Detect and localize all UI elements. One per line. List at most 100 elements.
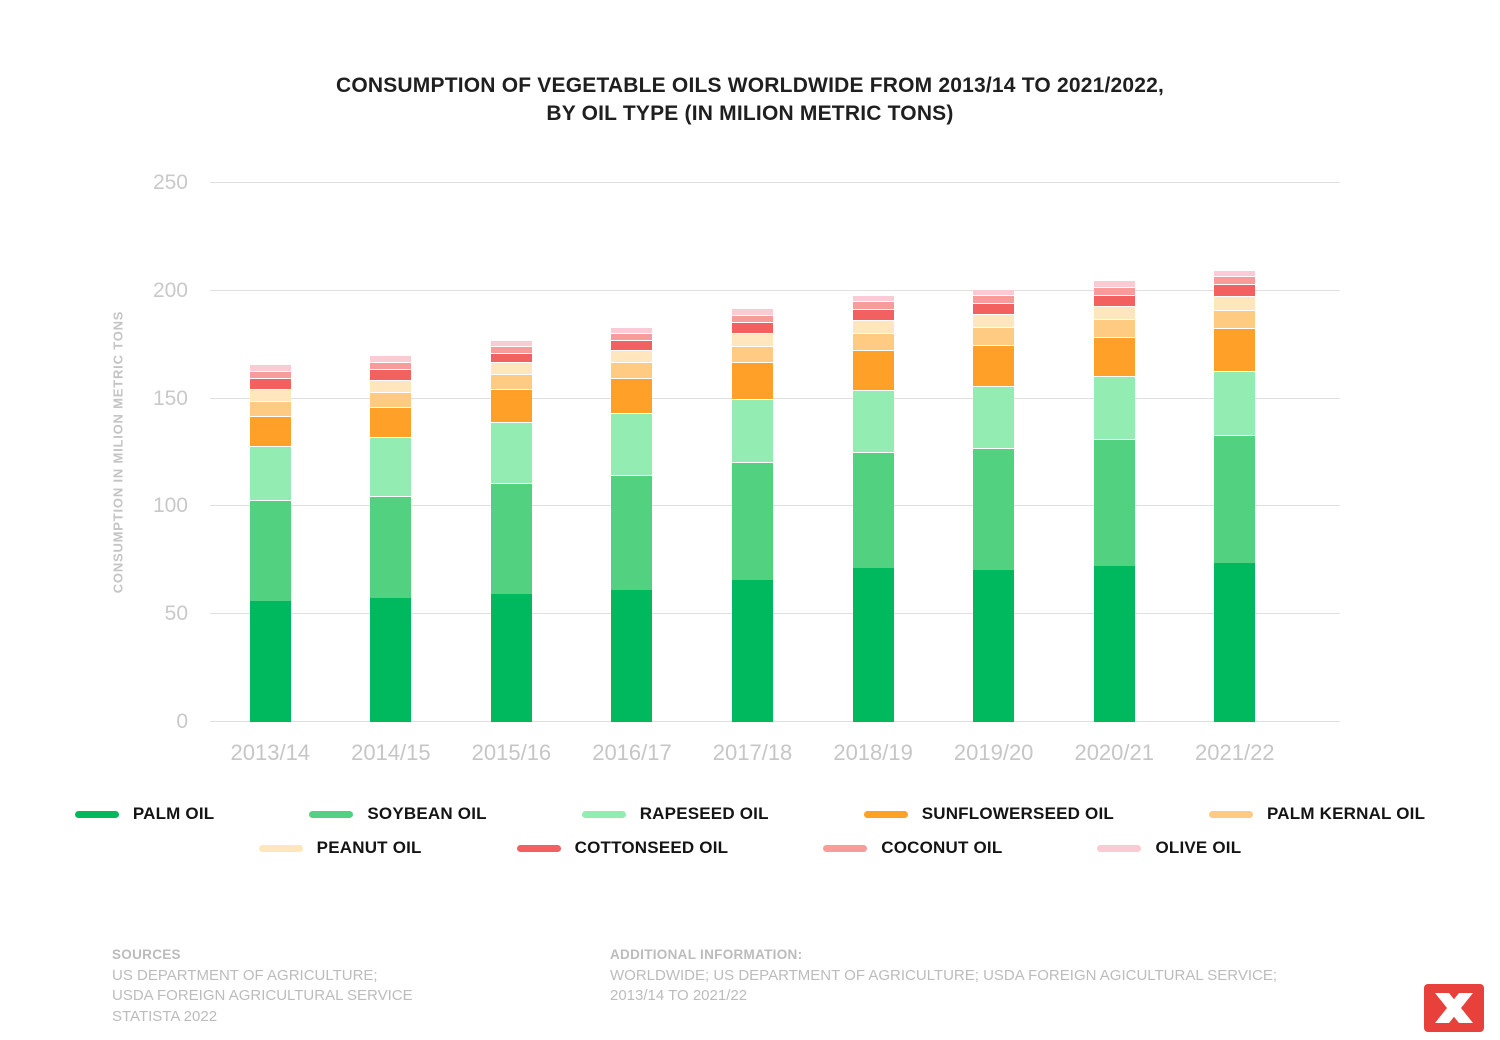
legend-label: RAPESEED OIL (639, 804, 769, 823)
bar-segment (490, 421, 532, 483)
bar-segment (1093, 280, 1135, 288)
stacked-bar-2018/19 (852, 183, 894, 722)
bar-segment (611, 412, 653, 475)
legend-item: PALM KERNAL OIL (1208, 804, 1426, 824)
gridline (210, 397, 1340, 399)
bar-segment (249, 415, 291, 447)
bar-segment (611, 474, 653, 591)
legend-swatch (863, 810, 908, 818)
bar-segment (249, 364, 291, 371)
additional-info-title: ADDITIONAL INFORMATION: (610, 947, 803, 962)
sources-line: STATISTA 2022 (112, 1007, 218, 1025)
bar-cell (210, 183, 331, 722)
bar-segment (973, 303, 1015, 314)
legend-row-2: PEANUT OIL COTTONSEED OIL COCONUT OIL OLIVE… (0, 838, 1500, 858)
bar-segment (611, 590, 653, 722)
chart-title-line2: BY OIL TYPE (IN MILION METRIC TONS) (546, 102, 954, 126)
bar-segment (852, 309, 894, 321)
legend-item: SOYBEAN OIL (309, 804, 487, 824)
legend-item: OLIVE OIL (1097, 838, 1241, 858)
x-axis-label: 2018/19 (833, 740, 913, 765)
bar-segment (852, 332, 894, 351)
x-axis-labels: 2013/14 2014/15 2015/16 2016/17 2017/18 2018/… (210, 740, 1295, 766)
legend-item: RAPESEED OIL (581, 804, 769, 824)
bar-segment (973, 288, 1015, 296)
y-tick-label: 250 (152, 171, 188, 194)
gridline (210, 721, 1340, 722)
bars (210, 183, 1295, 722)
bar-segment (1214, 371, 1256, 436)
legend-item: COTTONSEED OIL (516, 838, 729, 858)
legend-swatch (309, 810, 354, 818)
bar-segment (490, 482, 532, 594)
stacked-bar-2013/14 (249, 183, 291, 722)
statista-logo (1424, 984, 1484, 1032)
y-tick-label: 200 (152, 278, 188, 302)
stacked-bar-2017/18 (732, 183, 774, 722)
bar-segment (973, 295, 1015, 304)
legend-label: PEANUT OIL (316, 838, 422, 857)
legend-swatch (1208, 810, 1253, 818)
additional-info-line: 2013/14 TO 2021/22 (610, 987, 748, 1005)
bar-segment (490, 340, 532, 347)
bar-segment (1093, 287, 1135, 295)
bar-segment (249, 499, 291, 601)
bar-segment (1214, 309, 1256, 329)
legend: PALM OIL SOYBEAN OIL RAPESEED OIL SUNFLOWER… (0, 804, 1500, 872)
stacked-bar-2021/22 (1214, 183, 1256, 722)
legend-label: PALM OIL (132, 804, 215, 823)
legend-swatch (74, 810, 119, 818)
x-axis-label: 2013/14 (230, 740, 311, 765)
bar-segment (732, 345, 774, 363)
bar-segment (370, 406, 412, 437)
additional-info-block: ADDITIONAL INFORMATION: WORLDWIDE; US DE… (610, 946, 1277, 1007)
gridline (210, 613, 1340, 615)
bar-segment (973, 313, 1015, 327)
bar-segment (249, 401, 291, 416)
bar-segment (1214, 562, 1256, 722)
gridlines: 0 50 100 150 200 250 (153, 171, 1340, 733)
stacked-bar-2015/16 (490, 183, 532, 722)
bar-segment (490, 346, 532, 354)
bar-segment (1214, 276, 1256, 285)
bar-segment (1093, 566, 1135, 722)
bar-cell (572, 183, 693, 722)
bar-segment (973, 386, 1015, 448)
bar-segment (1214, 284, 1256, 296)
bar-segment (732, 399, 774, 462)
bar-segment (852, 320, 894, 333)
gridline (210, 289, 1340, 291)
bar-segment (1093, 337, 1135, 376)
gridline (210, 505, 1340, 507)
legend-label: OLIVE OIL (1155, 838, 1242, 857)
bar-segment (1093, 375, 1135, 439)
sources-block: SOURCES US DEPARTMENT OF AGRICULTURE; US… (112, 946, 413, 1027)
plot-area: 0 50 100 150 200 250 (153, 171, 1340, 733)
legend-swatch (581, 810, 626, 818)
legend-item: PEANUT OIL (258, 838, 422, 858)
chart-title-line1: CONSUMPTION OF VEGETABLE OILS WORLDWIDE … (335, 74, 1165, 97)
bar-segment (249, 446, 291, 500)
bar-segment (1214, 295, 1256, 310)
additional-info-line: WORLDWIDE; US DEPARTMENT OF AGRICULTURE;… (610, 967, 1278, 985)
bar-segment (732, 362, 774, 400)
bar-segment (249, 389, 291, 402)
bar-cell (1054, 183, 1175, 722)
legend-label: PALM KERNAL OIL (1266, 804, 1426, 823)
bar-segment (249, 377, 291, 390)
legend-label: SOYBEAN OIL (367, 804, 487, 823)
bar-segment (1093, 438, 1135, 567)
bar-segment (1214, 269, 1256, 277)
y-tick-label: 50 (164, 602, 188, 626)
bar-segment (973, 570, 1015, 722)
bar-segment (490, 374, 532, 390)
bar-segment (611, 333, 653, 341)
bar-segment (732, 314, 774, 323)
bar-segment (370, 355, 412, 362)
bar-segment (370, 598, 412, 722)
bar-segment (732, 333, 774, 346)
bar-segment (490, 353, 532, 363)
legend-label: SUNFLOWERSEED OIL (921, 804, 1114, 823)
bar-segment (370, 437, 412, 497)
chart-title: CONSUMPTION OF VEGETABLE OILS WORLDWIDE … (0, 72, 1500, 129)
